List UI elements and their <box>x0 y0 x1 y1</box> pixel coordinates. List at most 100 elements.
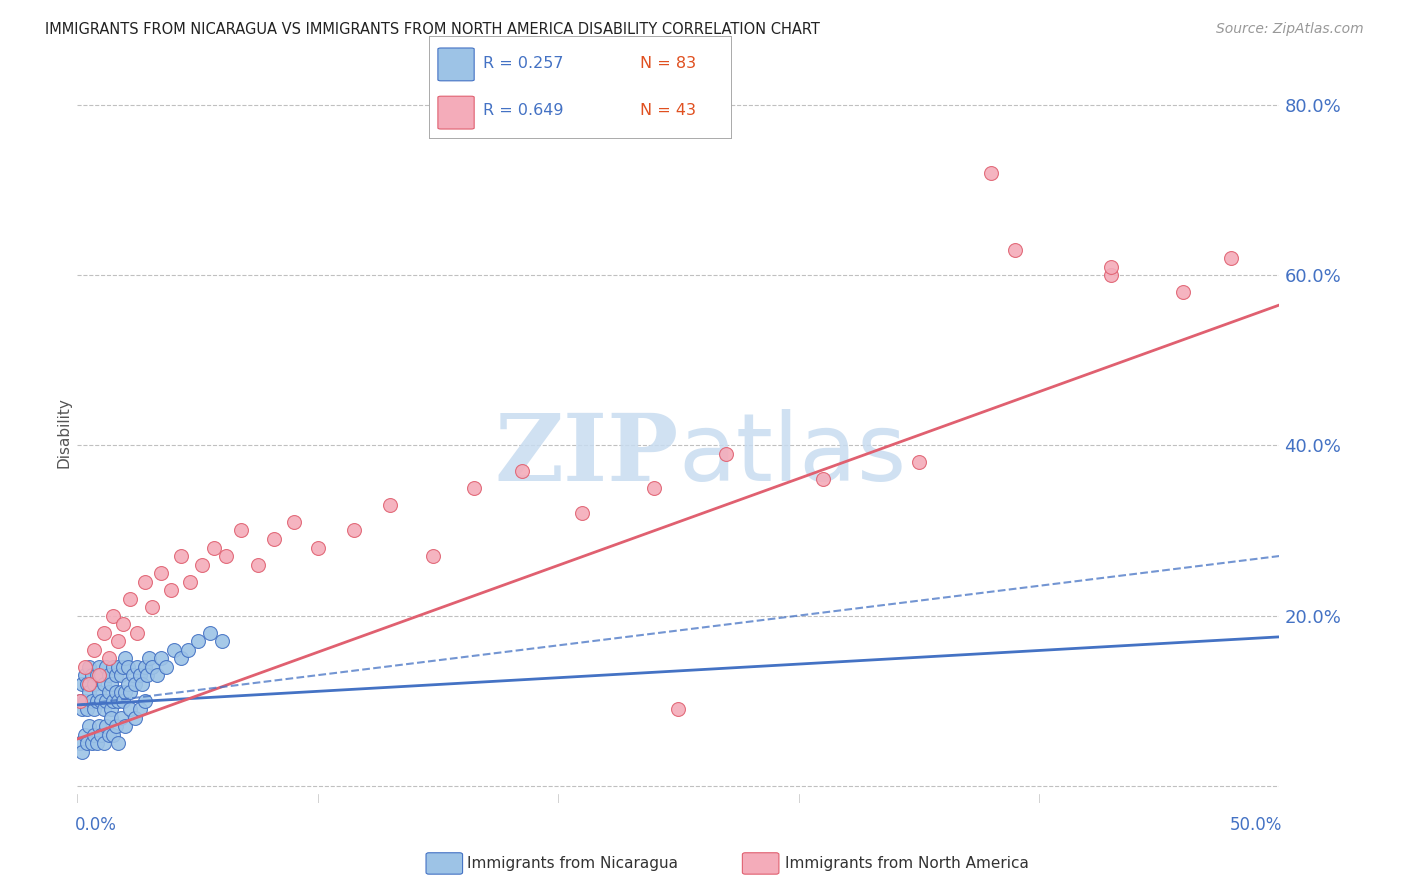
Text: 50.0%: 50.0% <box>1229 815 1282 833</box>
Point <box>103 728 125 742</box>
Text: R = 0.257: R = 0.257 <box>484 56 564 70</box>
Point <box>69 694 91 708</box>
Point <box>111 694 134 708</box>
Point <box>202 541 225 555</box>
Point <box>198 625 221 640</box>
Point <box>103 694 125 708</box>
Point <box>114 651 136 665</box>
Point <box>191 558 214 572</box>
Point <box>70 676 93 690</box>
Point <box>150 651 173 665</box>
Text: ZIP: ZIP <box>494 409 679 500</box>
Text: N = 83: N = 83 <box>641 56 696 70</box>
Point <box>141 600 163 615</box>
Point <box>69 736 91 750</box>
Point <box>283 515 305 529</box>
Point <box>103 608 125 623</box>
Text: atlas: atlas <box>679 409 907 500</box>
Text: N = 43: N = 43 <box>641 103 696 118</box>
Point <box>104 719 127 733</box>
Point <box>120 702 142 716</box>
Point <box>134 574 156 589</box>
Point <box>422 549 444 563</box>
Point <box>229 524 252 538</box>
Point <box>1220 251 1243 265</box>
Point <box>110 668 132 682</box>
Point <box>104 685 127 699</box>
Point <box>93 625 115 640</box>
Point <box>141 659 163 673</box>
Point <box>136 668 159 682</box>
Point <box>86 668 108 682</box>
Point <box>179 574 201 589</box>
Point <box>1173 285 1195 300</box>
Point <box>103 659 125 673</box>
Point <box>90 668 112 682</box>
Point <box>83 676 105 690</box>
Point <box>79 659 101 673</box>
Point <box>83 642 105 657</box>
Point <box>120 685 142 699</box>
FancyBboxPatch shape <box>437 96 474 129</box>
Point <box>79 719 101 733</box>
Point <box>155 659 177 673</box>
Point <box>162 642 184 657</box>
Point <box>117 676 139 690</box>
FancyBboxPatch shape <box>437 48 474 81</box>
Point <box>100 676 122 690</box>
Point <box>86 694 108 708</box>
Point <box>87 668 110 682</box>
Point <box>246 558 269 572</box>
Point <box>127 625 149 640</box>
Point <box>90 694 112 708</box>
Point <box>73 728 96 742</box>
Text: Immigrants from Nicaragua: Immigrants from Nicaragua <box>467 856 678 871</box>
Text: Source: ZipAtlas.com: Source: ZipAtlas.com <box>1216 22 1364 37</box>
Point <box>83 728 105 742</box>
Point <box>510 464 533 478</box>
Point <box>73 668 96 682</box>
Point <box>980 166 1002 180</box>
Text: IMMIGRANTS FROM NICARAGUA VS IMMIGRANTS FROM NORTH AMERICA DISABILITY CORRELATIO: IMMIGRANTS FROM NICARAGUA VS IMMIGRANTS … <box>45 22 820 37</box>
Point <box>145 668 167 682</box>
Point <box>107 659 129 673</box>
Point <box>96 659 118 673</box>
Point <box>76 676 98 690</box>
Point <box>134 659 156 673</box>
Point <box>124 711 146 725</box>
Point <box>643 481 665 495</box>
Point <box>97 685 120 699</box>
Point <box>114 719 136 733</box>
Point <box>138 651 160 665</box>
Point <box>80 736 103 750</box>
Point <box>100 702 122 716</box>
Point <box>110 685 132 699</box>
Point <box>571 507 593 521</box>
Text: R = 0.649: R = 0.649 <box>484 103 564 118</box>
Point <box>128 668 150 682</box>
Point <box>107 736 129 750</box>
Point <box>96 694 118 708</box>
Point <box>111 617 134 632</box>
Point <box>811 472 834 486</box>
Point <box>107 634 129 648</box>
Point <box>76 702 98 716</box>
Point <box>76 736 98 750</box>
Point <box>79 685 101 699</box>
Point <box>117 659 139 673</box>
Point <box>307 541 329 555</box>
Point <box>73 694 96 708</box>
Point <box>463 481 485 495</box>
Point <box>263 532 285 546</box>
Point <box>177 642 200 657</box>
Text: 0.0%: 0.0% <box>75 815 117 833</box>
Point <box>96 719 118 733</box>
Y-axis label: Disability: Disability <box>56 397 72 468</box>
Point <box>160 582 183 597</box>
Point <box>97 728 120 742</box>
Point <box>87 685 110 699</box>
Point <box>90 728 112 742</box>
Point <box>378 498 401 512</box>
Point <box>215 549 238 563</box>
Point <box>1099 260 1122 274</box>
